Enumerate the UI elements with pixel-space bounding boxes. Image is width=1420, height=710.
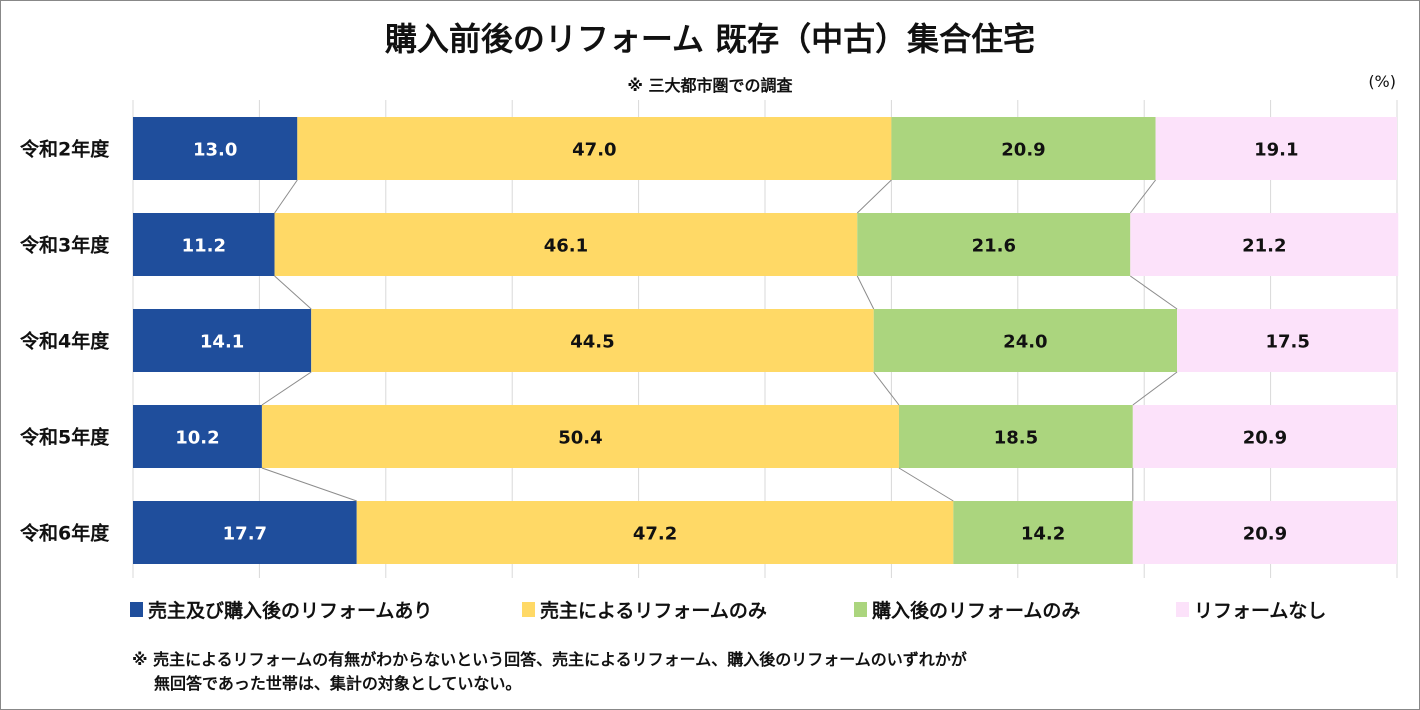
series-line <box>898 467 954 502</box>
legend-label: 売主及び購入後のリフォームあり <box>148 600 433 622</box>
category-label: 令和3年度 <box>20 234 110 257</box>
bar-segment <box>1177 309 1399 372</box>
series-line <box>274 275 312 310</box>
data-label: 44.5 <box>570 332 614 353</box>
data-label: 19.1 <box>1254 140 1298 161</box>
bar-segment <box>133 309 312 372</box>
data-label: 50.4 <box>558 428 602 449</box>
legend-item: 購入後のリフォームのみ <box>854 596 1176 623</box>
legend-item: リフォームなし <box>1176 596 1326 623</box>
data-label: 46.1 <box>544 236 588 257</box>
legend-swatch <box>130 602 143 617</box>
data-label: 17.7 <box>223 524 267 545</box>
bar-segment <box>1155 117 1397 180</box>
bar-segment <box>898 405 1133 468</box>
category-label: 令和2年度 <box>20 138 110 161</box>
series-line <box>1130 275 1178 310</box>
series-line <box>856 275 875 310</box>
data-label: 10.2 <box>175 428 219 449</box>
data-label: 20.9 <box>1243 524 1287 545</box>
data-label: 21.6 <box>972 236 1016 257</box>
legend-swatch <box>1176 602 1189 617</box>
bar-segment <box>873 309 1178 372</box>
bar-segment <box>297 117 892 180</box>
data-label: 24.0 <box>1003 332 1047 353</box>
category-label: 令和4年度 <box>20 330 110 353</box>
data-label: 20.9 <box>1243 428 1287 449</box>
category-label: 令和5年度 <box>20 426 110 449</box>
bar-segment <box>133 501 357 564</box>
data-label: 20.9 <box>1001 140 1045 161</box>
bar-segment <box>1132 501 1397 564</box>
bar-segment <box>1130 213 1399 276</box>
bar-segment <box>133 405 262 468</box>
series-line <box>856 179 892 214</box>
data-label: 21.2 <box>1242 236 1286 257</box>
bar-segment <box>311 309 874 372</box>
bar-segment <box>1132 405 1397 468</box>
series-line <box>274 179 298 214</box>
series-line <box>1129 179 1156 214</box>
footnote: ※ 売主によるリフォームの有無がわからないという回答、売主によるリフォーム、購入… <box>132 648 967 696</box>
unit-label: (%) <box>1368 72 1396 91</box>
legend-label: 売主によるリフォームのみ <box>540 600 767 622</box>
data-label: 47.0 <box>572 140 616 161</box>
series-line <box>261 467 357 502</box>
data-label: 13.0 <box>193 140 237 161</box>
legend-item: 売主によるリフォームのみ <box>522 596 854 623</box>
legend-swatch <box>854 602 867 617</box>
bar-segment <box>133 213 275 276</box>
bar-segment <box>133 117 298 180</box>
bar-segment <box>857 213 1131 276</box>
chart-title: 購入前後のリフォーム 既存（中古）集合住宅 <box>384 20 1036 58</box>
series-line <box>261 371 312 406</box>
data-label: 14.1 <box>200 332 244 353</box>
series-line <box>1132 371 1178 406</box>
legend-item: 売主及び購入後のリフォームあり <box>130 596 522 623</box>
legend: 売主及び購入後のリフォームあり 売主によるリフォームのみ 購入後のリフォームのみ… <box>130 596 1326 623</box>
data-label: 17.5 <box>1265 332 1309 353</box>
bar-segment <box>356 501 954 564</box>
data-label: 47.2 <box>633 524 677 545</box>
bar-segment <box>274 213 858 276</box>
category-label: 令和6年度 <box>20 522 110 545</box>
bar-segment <box>953 501 1133 564</box>
bar-segment <box>261 405 899 468</box>
bar-segment <box>891 117 1156 180</box>
chart-subtitle: ※ 三大都市圏での調査 <box>627 76 793 95</box>
data-label: 14.2 <box>1021 524 1065 545</box>
legend-label: リフォームなし <box>1194 600 1327 622</box>
footnote-line: 無回答であった世帯は、集計の対象としていない。 <box>154 674 522 693</box>
legend-swatch <box>522 602 535 617</box>
data-label: 11.2 <box>182 236 226 257</box>
data-label: 18.5 <box>994 428 1038 449</box>
legend-label: 購入後のリフォームのみ <box>872 600 1081 622</box>
footnote-line: ※ 売主によるリフォームの有無がわからないという回答、売主によるリフォーム、購入… <box>132 650 967 669</box>
series-line <box>873 371 900 406</box>
